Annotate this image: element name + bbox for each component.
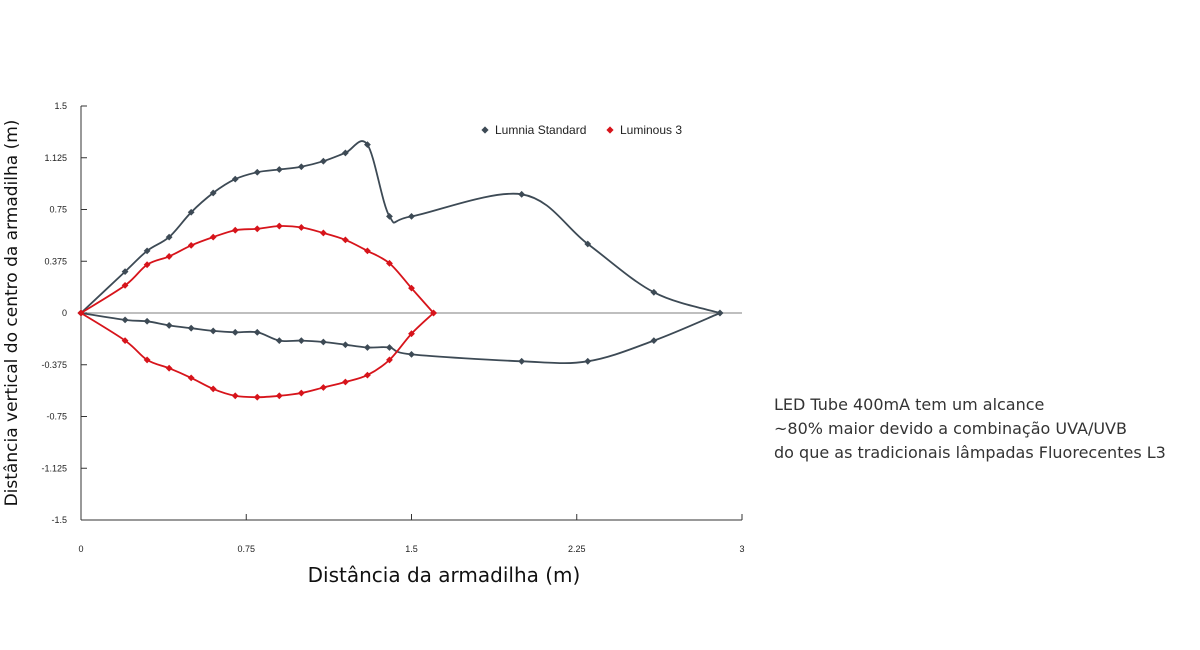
series-line-luminous-3-lower — [80, 312, 435, 399]
data-point-luminous-3 — [319, 384, 327, 391]
data-point-luminous-3 — [342, 378, 349, 386]
x-axis-ticks: 0 0.75 1.5 2.25 3 — [78, 514, 745, 554]
data-point-lumnia-standard — [231, 175, 239, 183]
data-point-lumnia-standard — [386, 344, 393, 351]
legend-marker — [481, 126, 489, 134]
data-point-lumnia-standard — [231, 328, 239, 336]
data-point-lumnia-standard — [518, 190, 526, 198]
data-point-lumnia-standard — [650, 288, 658, 296]
data-point-luminous-3 — [143, 261, 151, 269]
x-tick-label: 2.25 — [568, 544, 586, 554]
data-point-lumnia-standard — [518, 357, 526, 365]
data-point-luminous-3 — [253, 225, 261, 233]
annotation-line-3: do que as tradicionais lâmpadas Fluorece… — [774, 443, 1166, 462]
data-point-luminous-3 — [165, 364, 173, 372]
data-point-luminous-3 — [187, 241, 195, 249]
data-point-luminous-3 — [253, 393, 261, 401]
chart-axes — [80, 106, 742, 521]
data-point-luminous-3 — [364, 247, 371, 255]
data-point-luminous-3 — [121, 282, 129, 289]
data-point-lumnia-standard — [386, 213, 393, 220]
x-tick-label: 0 — [78, 544, 83, 554]
data-point-lumnia-standard — [275, 337, 283, 344]
data-point-lumnia-standard — [364, 141, 371, 149]
data-point-lumnia-standard — [253, 168, 261, 176]
data-point-lumnia-standard — [209, 327, 217, 335]
annotation-text: LED Tube 400mA tem um alcance ~80% maior… — [774, 393, 1198, 465]
x-tick-label: 1.5 — [405, 544, 418, 554]
annotation-line-2: ~80% maior devido a combinação UVA/UVB — [774, 419, 1127, 438]
data-point-luminous-3 — [408, 330, 415, 338]
data-point-lumnia-standard — [253, 328, 261, 336]
data-point-luminous-3 — [165, 253, 173, 260]
data-point-lumnia-standard — [121, 316, 129, 324]
data-point-luminous-3 — [143, 356, 151, 364]
series-line-lumnia-standard-lower — [80, 312, 721, 365]
data-point-lumnia-standard — [209, 189, 217, 197]
data-point-lumnia-standard — [165, 233, 173, 241]
chart-series — [77, 140, 724, 401]
data-point-luminous-3 — [275, 392, 283, 400]
data-point-lumnia-standard — [275, 166, 283, 173]
data-point-luminous-3 — [364, 371, 371, 379]
data-point-lumnia-standard — [408, 213, 415, 220]
data-point-luminous-3 — [319, 229, 327, 237]
data-point-lumnia-standard — [364, 344, 371, 351]
data-point-lumnia-standard — [143, 317, 151, 325]
data-point-luminous-3 — [77, 309, 85, 317]
data-point-luminous-3 — [386, 356, 393, 364]
y-tick-label: 0.75 — [49, 205, 67, 215]
data-point-lumnia-standard — [319, 157, 327, 165]
y-axis-ticks: 1.5 1.125 0.75 0.375 0 -0.375 -0.75 -1.125 -1.5 — [41, 101, 87, 525]
data-point-luminous-3 — [297, 224, 305, 231]
data-point-lumnia-standard — [342, 341, 349, 349]
annotation-line-1: LED Tube 400mA tem um alcance — [774, 395, 1045, 414]
y-tick-label: -0.75 — [46, 412, 67, 422]
series-line-luminous-3-upper — [80, 225, 435, 314]
data-point-lumnia-standard — [187, 208, 195, 216]
chart-legend: Lumnia Standard Luminous 3 — [481, 123, 682, 137]
y-tick-label: -1.125 — [41, 463, 67, 473]
data-point-luminous-3 — [408, 284, 415, 292]
data-point-lumnia-standard — [297, 163, 305, 171]
y-tick-label: 1.5 — [54, 101, 67, 111]
legend-marker — [606, 126, 614, 134]
data-point-lumnia-standard — [297, 337, 305, 344]
data-point-lumnia-standard — [584, 240, 592, 248]
data-point-luminous-3 — [342, 236, 349, 244]
x-axis-label: Distância da armadilha (m) — [308, 563, 581, 587]
data-point-lumnia-standard — [716, 309, 724, 317]
data-point-lumnia-standard — [650, 337, 658, 344]
data-point-lumnia-standard — [187, 324, 195, 332]
x-tick-label: 3 — [739, 544, 744, 554]
data-point-lumnia-standard — [121, 268, 129, 275]
legend-label: Lumnia Standard — [495, 123, 586, 137]
data-point-luminous-3 — [297, 389, 305, 397]
data-point-lumnia-standard — [319, 338, 327, 346]
series-line-lumnia-standard-upper — [80, 140, 721, 314]
data-point-lumnia-standard — [408, 351, 415, 358]
data-point-luminous-3 — [430, 309, 437, 317]
data-point-lumnia-standard — [342, 149, 349, 157]
y-tick-label: -1.5 — [51, 515, 67, 525]
data-point-luminous-3 — [209, 233, 217, 241]
y-tick-label: -0.375 — [41, 360, 67, 370]
data-point-lumnia-standard — [584, 357, 592, 365]
data-point-luminous-3 — [275, 222, 283, 230]
y-tick-label: 0.375 — [44, 256, 67, 266]
data-point-luminous-3 — [121, 337, 129, 344]
x-tick-label: 0.75 — [237, 544, 255, 554]
data-point-luminous-3 — [231, 226, 239, 234]
data-point-luminous-3 — [231, 392, 239, 400]
data-point-luminous-3 — [386, 259, 393, 267]
y-tick-label: 1.125 — [44, 153, 67, 163]
data-point-luminous-3 — [209, 385, 217, 393]
y-tick-label: 0 — [62, 308, 67, 318]
data-point-luminous-3 — [187, 374, 195, 382]
data-point-lumnia-standard — [165, 322, 173, 329]
data-point-lumnia-standard — [143, 247, 151, 255]
y-axis-label: Distância vertical do centro da armadilh… — [2, 120, 22, 507]
legend-label: Luminous 3 — [620, 123, 682, 137]
